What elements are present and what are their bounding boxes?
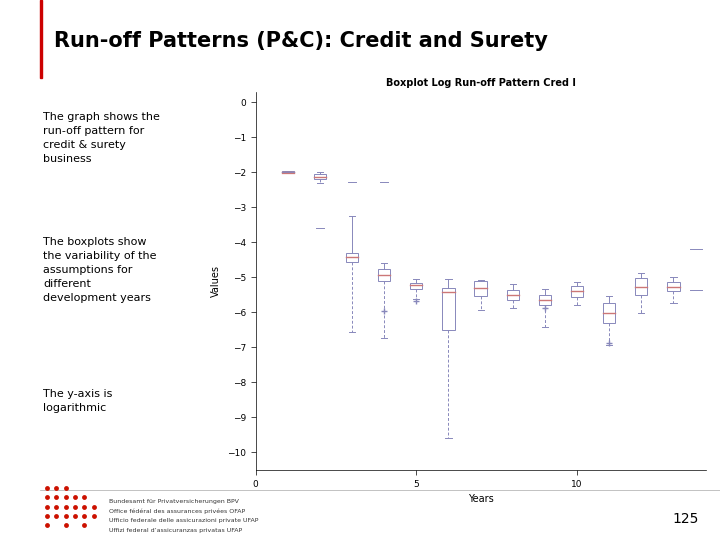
Text: Uffizi federal d’assicuranzas privatas UFAP: Uffizi federal d’assicuranzas privatas U… (109, 528, 242, 533)
Bar (314, 174, 326, 179)
Bar (603, 302, 616, 323)
Bar (507, 289, 519, 300)
Bar (40, 0, 42, 78)
Text: The y-axis is
logarithmic: The y-axis is logarithmic (43, 389, 113, 414)
Bar (539, 295, 551, 305)
Text: 125: 125 (672, 512, 698, 526)
Text: Run-off Patterns (P&C): Credit and Surety: Run-off Patterns (P&C): Credit and Suret… (54, 31, 548, 51)
Text: Office fédéral des assurances privées OFAP: Office fédéral des assurances privées OF… (109, 508, 245, 514)
Text: The graph shows the
run-off pattern for
credit & surety
business: The graph shows the run-off pattern for … (43, 112, 161, 164)
Bar (635, 278, 647, 295)
Text: The boxplots show
the variability of the
assumptions for
different
development y: The boxplots show the variability of the… (43, 237, 157, 302)
Bar (474, 281, 487, 295)
Title: Boxplot Log Run-off Pattern Cred I: Boxplot Log Run-off Pattern Cred I (386, 78, 575, 88)
Bar (410, 282, 423, 288)
Text: Ufficio federale delle assicurazioni private UFAP: Ufficio federale delle assicurazioni pri… (109, 518, 258, 523)
Bar (282, 171, 294, 173)
Text: Bundesamt für Privatversicherungen BPV: Bundesamt für Privatversicherungen BPV (109, 498, 238, 504)
Bar (667, 281, 680, 291)
Bar (442, 288, 454, 330)
Bar (571, 286, 583, 296)
Bar (346, 253, 358, 261)
Bar (378, 268, 390, 281)
X-axis label: Years: Years (468, 494, 493, 504)
Y-axis label: Values: Values (212, 265, 221, 297)
